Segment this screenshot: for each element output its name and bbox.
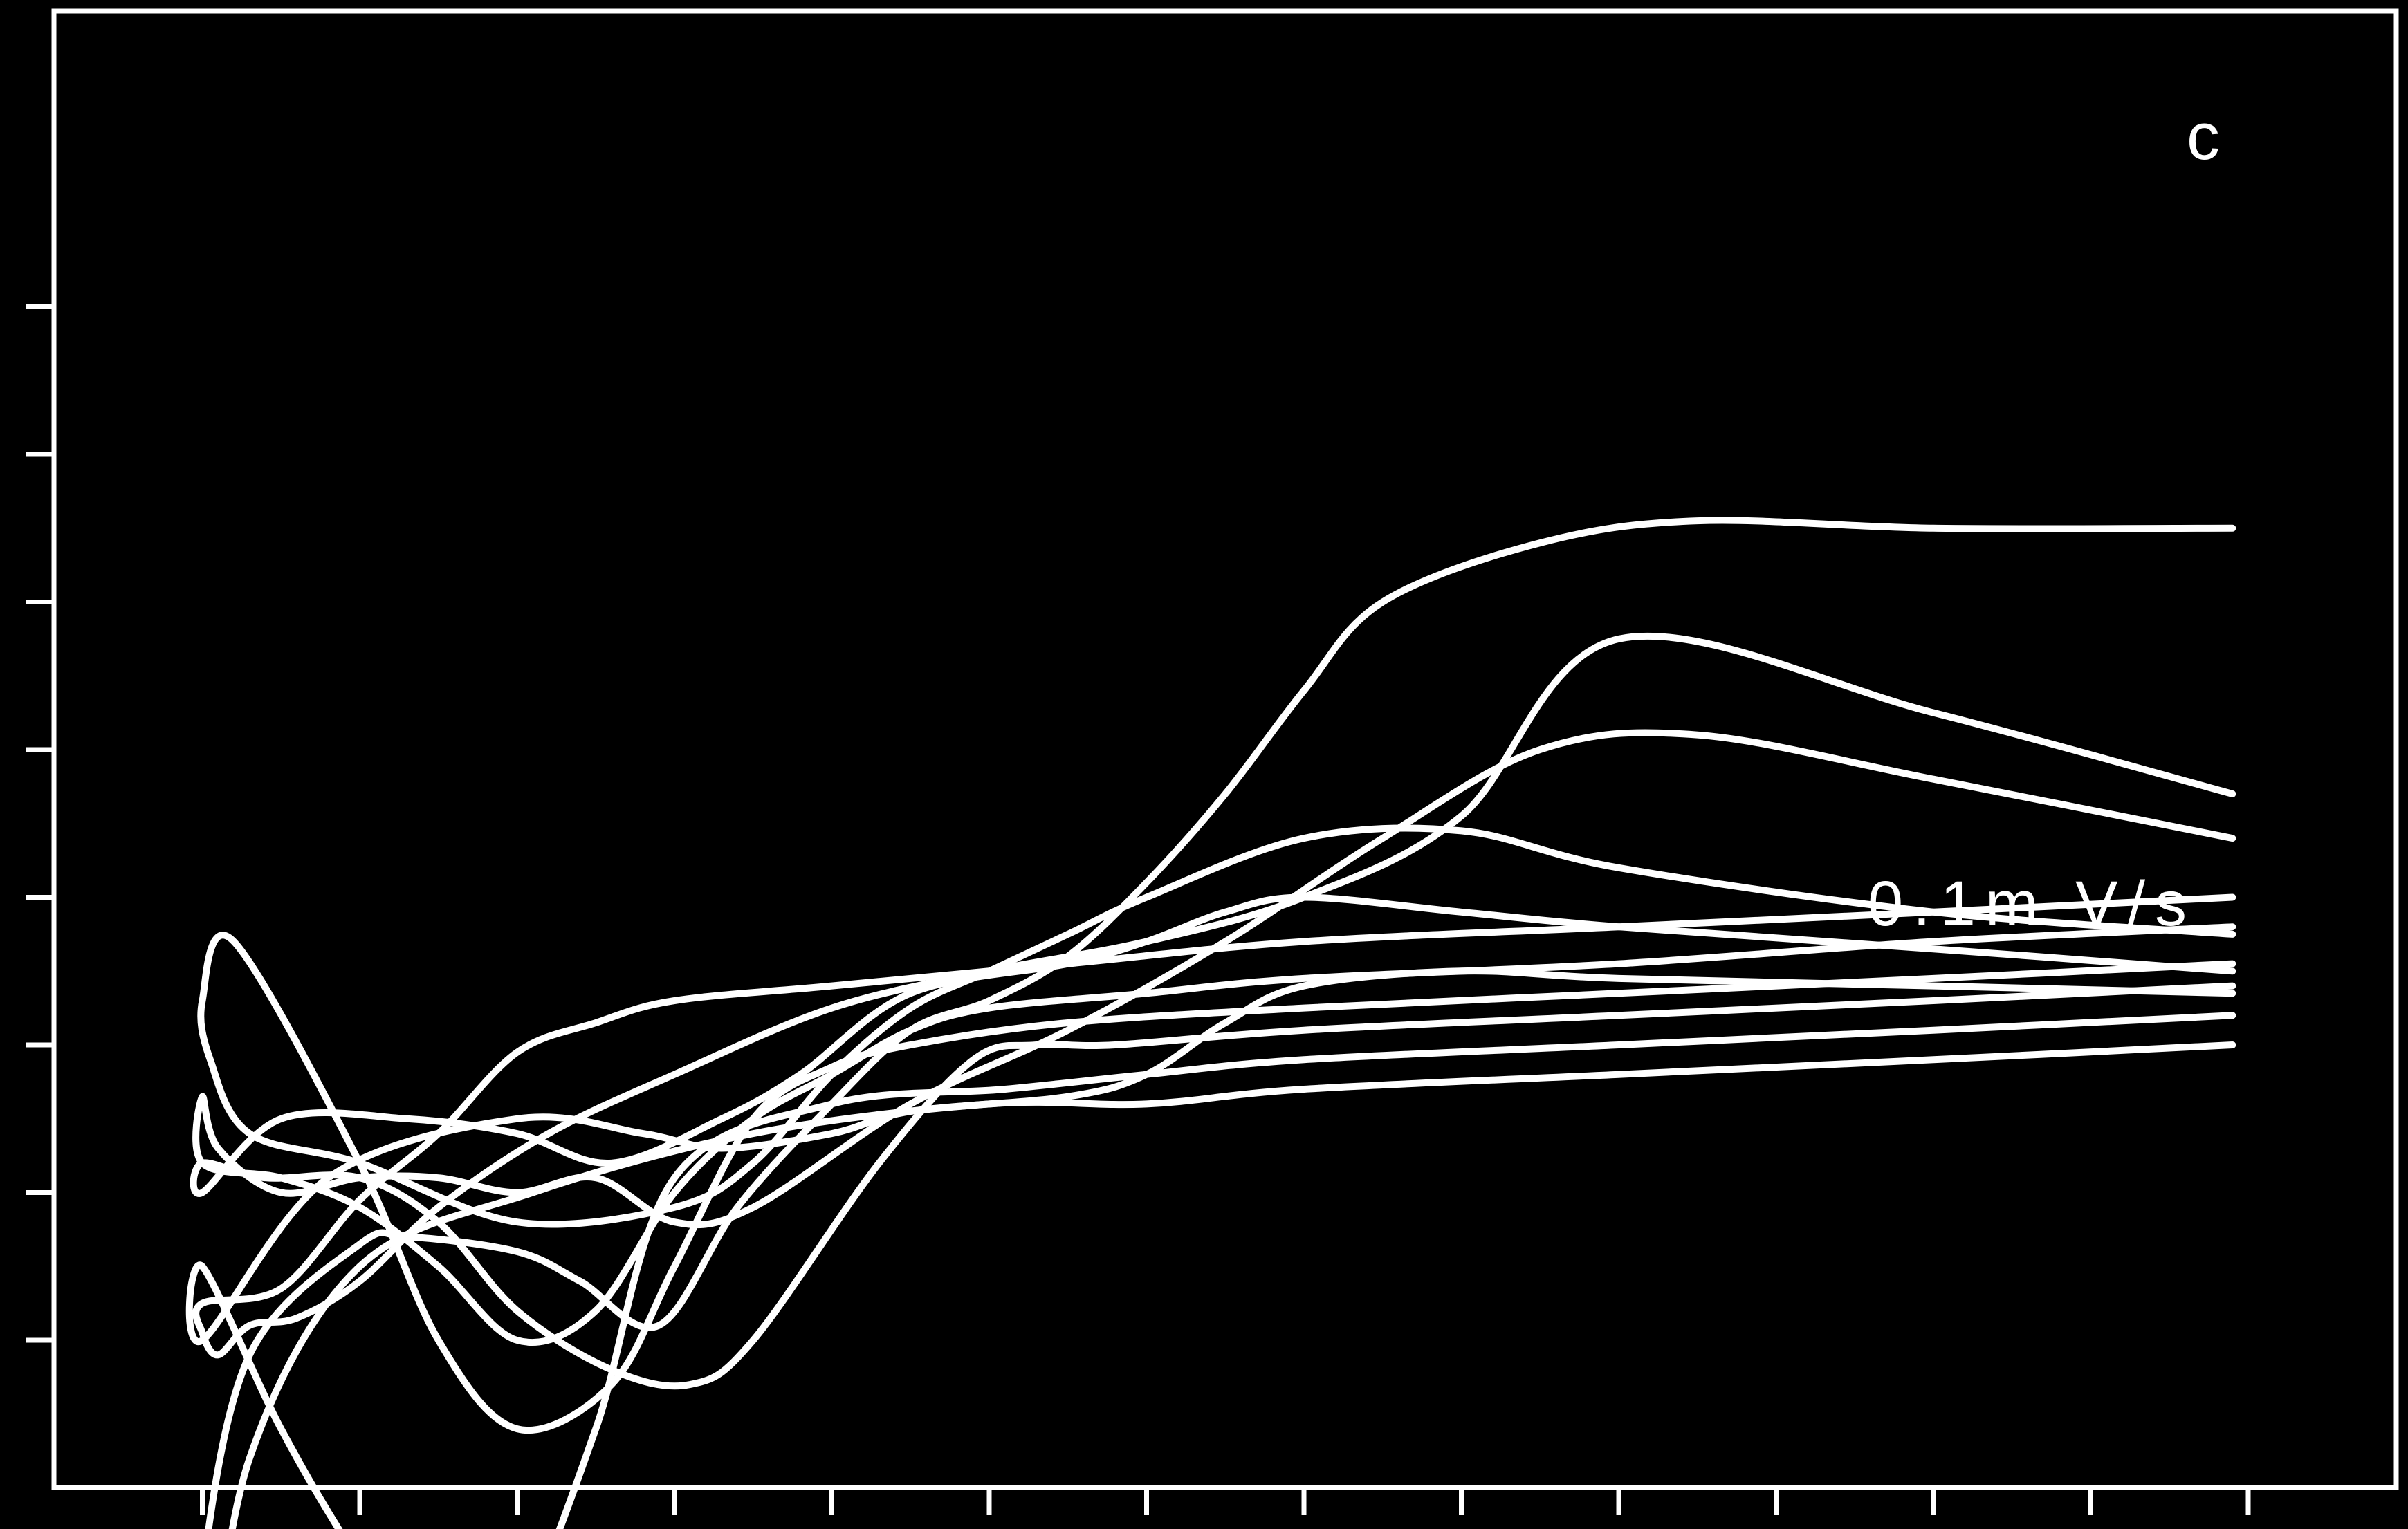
cv-curve-6: [192, 632, 2236, 1359]
cv-curve-2: [185, 967, 2236, 1529]
panel-label: c: [2187, 100, 2220, 174]
cv-curve-4: [197, 824, 2236, 1434]
scan-rate-label: 0.1m V/s: [1868, 869, 2196, 939]
cv-curve-1: [205, 517, 2236, 1529]
x-axis-ticks: [200, 1488, 2251, 1515]
cv-curves: [185, 517, 2236, 1529]
cv-curve-5: [192, 729, 2236, 1346]
y-axis-ticks: [26, 304, 54, 1343]
